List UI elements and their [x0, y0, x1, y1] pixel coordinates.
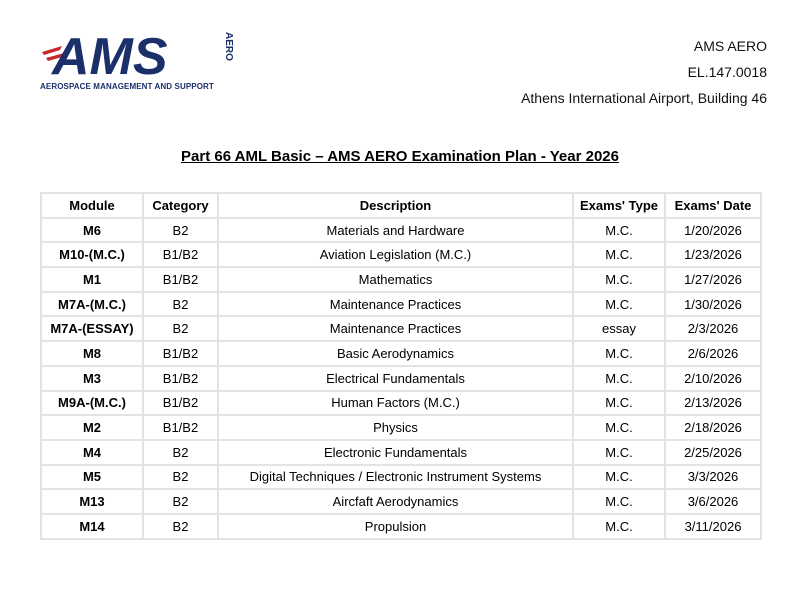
cell-module: M1 — [40, 266, 144, 293]
table-row: M13 B2 Aircfaft Aerodynamics M.C. 3/6/2026 — [40, 488, 762, 515]
cell-category: B2 — [142, 315, 219, 343]
cell-description: Aircfaft Aerodynamics — [217, 488, 574, 515]
cell-exams-type: M.C. — [572, 389, 666, 417]
cell-exams-type: M.C. — [572, 488, 666, 515]
cell-exams-date: 2/6/2026 — [664, 340, 762, 367]
cell-category: B2 — [142, 216, 219, 244]
table-row: M5 B2 Digital Techniques / Electronic Inst… — [40, 463, 762, 491]
table-row: M2 B1/B2 Physics M.C. 2/18/2026 — [40, 414, 762, 441]
table-header-row: Module Category Description Exams' Type … — [40, 192, 762, 219]
cell-category: B1/B2 — [142, 364, 219, 392]
cell-exams-date: 1/20/2026 — [664, 216, 762, 244]
cell-category: B1/B2 — [142, 241, 219, 269]
cell-category: B1/B2 — [142, 340, 219, 367]
table-row: M7A-(ESSAY) B2 Maintenance Practices essay 2… — [40, 315, 762, 343]
cell-module: M5 — [40, 463, 144, 491]
cell-category: B2 — [142, 512, 219, 540]
header-description: Description — [217, 192, 574, 219]
cell-exams-date: 1/30/2026 — [664, 290, 762, 318]
table-body: M6 B2 Materials and Hardware M.C. 1/20/2026 M… — [40, 216, 762, 540]
cell-module: M6 — [40, 216, 144, 244]
table-row: M6 B2 Materials and Hardware M.C. 1/20/2026 — [40, 216, 762, 244]
organisation-info: AMS AERO EL.147.0018 Athens Internationa… — [521, 33, 767, 111]
cell-description: Aviation Legislation (M.C.) — [217, 241, 574, 269]
cell-category: B1/B2 — [142, 414, 219, 441]
header-exams-date: Exams' Date — [664, 192, 762, 219]
cell-exams-date: 1/23/2026 — [664, 241, 762, 269]
cell-exams-type: M.C. — [572, 340, 666, 367]
cell-exams-date: 2/3/2026 — [664, 315, 762, 343]
cell-exams-type: M.C. — [572, 216, 666, 244]
cell-module: M3 — [40, 364, 144, 392]
logo-swoosh-lower — [46, 53, 64, 61]
header-module: Module — [40, 192, 144, 219]
cell-module: M4 — [40, 438, 144, 466]
cell-exams-type: M.C. — [572, 414, 666, 441]
cell-exams-date: 3/11/2026 — [664, 512, 762, 540]
cell-exams-type: M.C. — [572, 241, 666, 269]
cell-module: M13 — [40, 488, 144, 515]
cell-description: Maintenance Practices — [217, 290, 574, 318]
cell-description: Physics — [217, 414, 574, 441]
cell-description: Basic Aerodynamics — [217, 340, 574, 367]
cell-exams-type: M.C. — [572, 290, 666, 318]
cell-exams-date: 2/25/2026 — [664, 438, 762, 466]
table-row: M7A-(M.C.) B2 Maintenance Practices M.C. 1/3… — [40, 290, 762, 318]
cell-exams-date: 3/3/2026 — [664, 463, 762, 491]
table-row: M9A-(M.C.) B1/B2 Human Factors (M.C.) M.C. 2… — [40, 389, 762, 417]
cell-description: Maintenance Practices — [217, 315, 574, 343]
page-title: Part 66 AML Basic – AMS AERO Examination… — [0, 148, 800, 165]
cell-module: M10-(M.C.) — [40, 241, 144, 269]
cell-category: B1/B2 — [142, 389, 219, 417]
cell-exams-date: 2/18/2026 — [664, 414, 762, 441]
table-row: M8 B1/B2 Basic Aerodynamics M.C. 2/6/2026 — [40, 340, 762, 367]
table-row: M14 B2 Propulsion M.C. 3/11/2026 — [40, 512, 762, 540]
cell-exams-type: essay — [572, 315, 666, 343]
page-title-text: Part 66 AML Basic – AMS AERO Examination… — [181, 148, 619, 165]
cell-category: B2 — [142, 463, 219, 491]
cell-exams-type: M.C. — [572, 463, 666, 491]
cell-exams-date: 3/6/2026 — [664, 488, 762, 515]
cell-description: Digital Techniques / Electronic Instrume… — [217, 463, 574, 491]
cell-category: B2 — [142, 438, 219, 466]
cell-exams-type: M.C. — [572, 438, 666, 466]
cell-exams-type: M.C. — [572, 266, 666, 293]
logo-wordmark: AMS — [50, 28, 168, 80]
cell-category: B2 — [142, 290, 219, 318]
cell-description: Materials and Hardware — [217, 216, 574, 244]
org-address: Athens International Airport, Building 4… — [521, 90, 767, 106]
cell-exams-date: 2/10/2026 — [664, 364, 762, 392]
cell-category: B1/B2 — [142, 266, 219, 293]
header-exams-type: Exams' Type — [572, 192, 666, 219]
logo-swoosh-upper — [42, 46, 62, 55]
table-row: M3 B1/B2 Electrical Fundamentals M.C. 2/10/2… — [40, 364, 762, 392]
cell-exams-type: M.C. — [572, 512, 666, 540]
cell-description: Mathematics — [217, 266, 574, 293]
cell-exams-date: 1/27/2026 — [664, 266, 762, 293]
examination-plan-table: Module Category Description Exams' Type … — [40, 192, 762, 540]
cell-module: M8 — [40, 340, 144, 367]
cell-module: M14 — [40, 512, 144, 540]
cell-module: M9A-(M.C.) — [40, 389, 144, 417]
cell-exams-date: 2/13/2026 — [664, 389, 762, 417]
cell-module: M7A-(M.C.) — [40, 290, 144, 318]
header-category: Category — [142, 192, 219, 219]
logo-tagline: AEROSPACE MANAGEMENT AND SUPPORT — [40, 82, 214, 91]
cell-module: M7A-(ESSAY) — [40, 315, 144, 343]
logo-side-text: AERO — [223, 32, 234, 61]
org-name: AMS AERO — [693, 38, 767, 54]
cell-module: M2 — [40, 414, 144, 441]
cell-description: Electronic Fundamentals — [217, 438, 574, 466]
cell-description: Propulsion — [217, 512, 574, 540]
cell-exams-type: M.C. — [572, 364, 666, 392]
table-row: M10-(M.C.) B1/B2 Aviation Legislation (M.C… — [40, 241, 762, 269]
ams-logo-mark: AMS AERO — [42, 28, 234, 80]
cell-description: Electrical Fundamentals — [217, 364, 574, 392]
cell-description: Human Factors (M.C.) — [217, 389, 574, 417]
table-row: M4 B2 Electronic Fundamentals M.C. 2/25/2026 — [40, 438, 762, 466]
org-approval-code: EL.147.0018 — [687, 64, 767, 80]
ams-aero-logo: AMS AERO AEROSPACE MANAGEMENT AND SUPPOR… — [40, 28, 240, 98]
table-row: M1 B1/B2 Mathematics M.C. 1/27/2026 — [40, 266, 762, 293]
cell-category: B2 — [142, 488, 219, 515]
